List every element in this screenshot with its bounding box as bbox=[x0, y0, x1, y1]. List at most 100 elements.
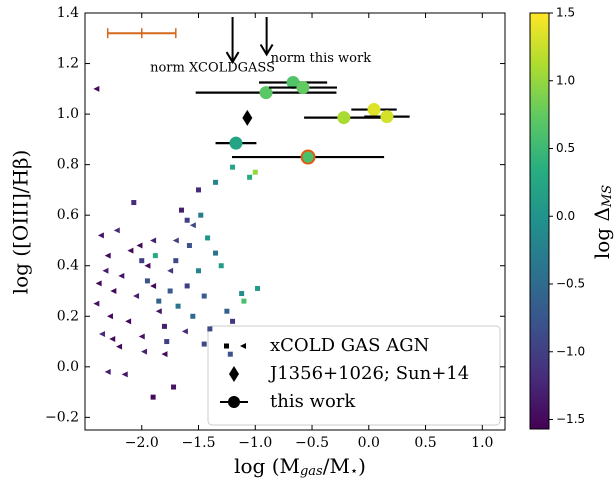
agn-point bbox=[167, 288, 173, 294]
agn-point bbox=[136, 242, 143, 249]
agn-point bbox=[150, 282, 157, 289]
agn-point bbox=[173, 258, 179, 264]
agn-point bbox=[247, 174, 253, 180]
x-tick-label: 1.0 bbox=[471, 435, 493, 451]
annotation: norm XCOLDGASS bbox=[150, 61, 275, 76]
agn-point bbox=[201, 341, 207, 347]
x-label: log (Mgas/M⋆) bbox=[234, 454, 366, 479]
agn-point bbox=[144, 278, 150, 284]
legend bbox=[207, 325, 501, 426]
x-tick-label: −1.5 bbox=[182, 435, 216, 451]
agn-point bbox=[102, 267, 109, 274]
agn-point bbox=[155, 308, 162, 315]
colorbar-tick-label: −1.5 bbox=[556, 412, 585, 426]
agn-point bbox=[224, 308, 230, 314]
agn-point bbox=[93, 85, 100, 92]
agn-point bbox=[152, 253, 158, 259]
legend-marker bbox=[228, 396, 240, 408]
agn-point bbox=[133, 293, 140, 300]
agn-point bbox=[213, 250, 219, 256]
agn-point bbox=[213, 179, 219, 185]
this-work-point bbox=[380, 110, 394, 124]
this-work-point bbox=[286, 76, 300, 89]
agn-point bbox=[118, 272, 125, 279]
colorbar-tick-label: 1.0 bbox=[556, 73, 575, 87]
agn-point bbox=[186, 243, 192, 249]
agn-point bbox=[121, 371, 128, 378]
annotation: norm this work bbox=[271, 51, 372, 66]
y-tick-label: 1.4 bbox=[57, 5, 79, 21]
y-tick-label: 1.2 bbox=[57, 56, 79, 72]
agn-point bbox=[113, 227, 120, 234]
agn-point bbox=[181, 328, 188, 335]
agn-point bbox=[184, 283, 190, 289]
x-tick-label: −0.5 bbox=[295, 435, 329, 451]
y-tick-label: 0.0 bbox=[57, 359, 79, 375]
agn-point bbox=[138, 333, 145, 340]
agn-point bbox=[178, 207, 184, 213]
agn-point bbox=[255, 285, 261, 291]
agn-point bbox=[104, 252, 111, 259]
y-tick-label: 0.6 bbox=[57, 207, 79, 223]
agn-point bbox=[175, 303, 181, 309]
agn-point bbox=[150, 394, 156, 400]
agn-point bbox=[95, 280, 102, 287]
colorbar-tick-label: 0.5 bbox=[556, 141, 575, 155]
diamond-point bbox=[242, 109, 253, 126]
agn-point bbox=[116, 343, 123, 350]
agn-point bbox=[164, 339, 170, 345]
agn-point bbox=[230, 318, 236, 324]
norm-arrow-head bbox=[259, 43, 274, 57]
colorbar-tick-label: 1.5 bbox=[556, 6, 575, 20]
agn-point bbox=[198, 212, 204, 218]
this-work-point bbox=[296, 81, 310, 95]
legend-marker bbox=[229, 366, 239, 382]
agn-point bbox=[184, 217, 190, 223]
agn-point bbox=[205, 235, 211, 241]
colorbar-tick-label: −0.5 bbox=[556, 277, 585, 291]
colorbar-tick-label: −1.0 bbox=[556, 344, 585, 358]
agn-point bbox=[104, 368, 111, 375]
agn-point bbox=[172, 237, 179, 244]
agn-point bbox=[161, 351, 168, 358]
legend-marker bbox=[240, 343, 246, 349]
legend-label: this work bbox=[270, 391, 356, 412]
agn-point bbox=[150, 237, 157, 244]
y-label: log ([OIII]/Hβ) bbox=[9, 150, 33, 295]
norm-arrow-head bbox=[225, 51, 240, 65]
y-tick-label: 0.8 bbox=[57, 157, 79, 173]
this-work-point bbox=[337, 111, 351, 125]
agn-point bbox=[171, 384, 177, 390]
agn-point bbox=[230, 164, 236, 170]
agn-point bbox=[106, 313, 113, 320]
agn-point bbox=[127, 247, 134, 254]
plot-frame bbox=[84, 12, 506, 431]
colorbar-tick-label: 0.0 bbox=[556, 209, 575, 223]
agn-point bbox=[241, 298, 247, 304]
agn-point bbox=[144, 262, 151, 269]
agn-point bbox=[99, 330, 106, 337]
x-tick-label: −2.0 bbox=[125, 435, 159, 451]
agn-point bbox=[189, 222, 196, 229]
agn-point bbox=[218, 263, 224, 269]
legend-label: xCOLD GAS AGN bbox=[270, 335, 429, 356]
agn-point bbox=[97, 232, 104, 239]
this-work-point bbox=[367, 103, 381, 117]
agn-point bbox=[196, 268, 202, 274]
agn-point bbox=[252, 169, 258, 175]
agn-point bbox=[93, 300, 100, 307]
legend-label: J1356+1026; Sun+14 bbox=[268, 363, 469, 384]
agn-point bbox=[139, 258, 145, 264]
agn-point bbox=[161, 323, 167, 329]
agn-point bbox=[201, 293, 207, 299]
agn-point bbox=[196, 187, 202, 193]
agn-point bbox=[131, 200, 137, 206]
agn-point bbox=[239, 291, 245, 297]
agn-point bbox=[167, 267, 174, 274]
agn-point bbox=[110, 288, 117, 294]
agn-point bbox=[156, 298, 162, 304]
y-tick-label: 0.2 bbox=[57, 308, 79, 324]
y-tick-label: −0.2 bbox=[45, 409, 79, 425]
agn-point bbox=[141, 348, 148, 355]
